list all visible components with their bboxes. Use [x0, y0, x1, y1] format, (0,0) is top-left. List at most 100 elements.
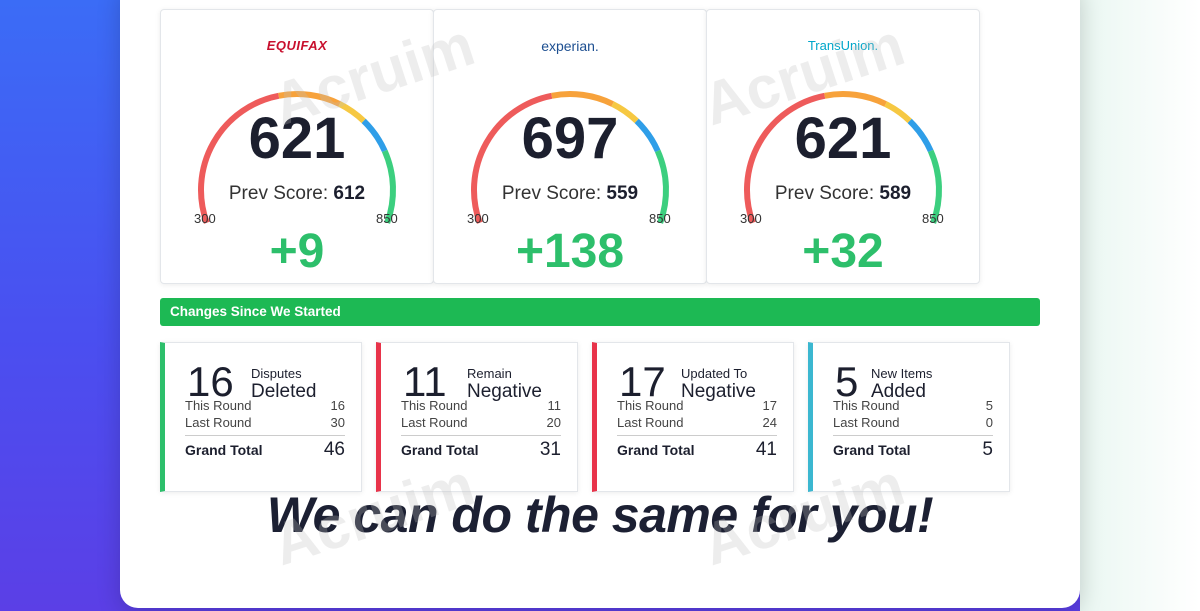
- range-min: 300: [467, 211, 489, 226]
- stat-card-remain-negative: 11 Remain Negative This Round 11 Last Ro…: [376, 342, 578, 492]
- divider: [617, 435, 777, 436]
- range-max: 850: [376, 211, 398, 226]
- this-round-row: This Round 11: [401, 398, 561, 413]
- prev-score-label: Prev Score:: [228, 183, 329, 204]
- gauge-segment: [907, 118, 934, 153]
- range-max: 850: [922, 211, 944, 226]
- this-round-row: This Round 16: [185, 398, 345, 413]
- stat-title-top: Updated To: [681, 366, 748, 381]
- this-round-value: 11: [547, 398, 562, 413]
- transunion-logo: TransUnion.: [807, 38, 879, 53]
- grand-total-row: Grand Total 46: [185, 439, 345, 461]
- gauge-segment: [198, 92, 280, 224]
- tagline: We can do the same for you!: [266, 487, 934, 543]
- transunion-prev-score-line: Prev Score: 589: [707, 183, 979, 205]
- stat-title-main: Negative: [681, 381, 756, 402]
- range-max: 850: [649, 211, 671, 226]
- range-min: 300: [194, 211, 216, 226]
- this-round-row: This Round 5: [833, 398, 993, 413]
- background-right: [1080, 0, 1200, 611]
- experian-prev-score-line: Prev Score: 559: [434, 183, 706, 205]
- grand-total-label: Grand Total: [833, 442, 911, 458]
- experian-score-card: experian. 697 Prev Score: 559 300 850 +1…: [433, 9, 707, 284]
- prev-score-value: 612: [333, 183, 366, 204]
- stat-card-deleted: 16 Disputes Deleted This Round 16 Last R…: [160, 342, 362, 492]
- last-round-row: Last Round 24: [617, 415, 777, 430]
- stat-number: 16: [187, 358, 234, 405]
- gauge-segment: [744, 92, 826, 224]
- gauge-segment: [654, 149, 669, 224]
- equifax-score: 621: [248, 106, 346, 171]
- gauge-segment: [927, 149, 942, 224]
- gauge-segment: [551, 91, 615, 107]
- last-round-value: 30: [330, 415, 345, 430]
- gauge-segment: [278, 91, 342, 107]
- grand-total-row: Grand Total 31: [401, 439, 561, 461]
- transunion-score-change: +32: [802, 225, 884, 278]
- grand-total-label: Grand Total: [617, 442, 695, 458]
- last-round-label: Last Round: [401, 415, 468, 430]
- grand-total-value: 41: [755, 439, 777, 460]
- stat-card-new-items: 5 New Items Added This Round 5 Last Roun…: [808, 342, 1010, 492]
- last-round-label: Last Round: [617, 415, 684, 430]
- last-round-value: 0: [985, 415, 993, 430]
- experian-logo: experian.: [541, 38, 599, 54]
- last-round-value: 20: [546, 415, 561, 430]
- equifax-score-change: +9: [269, 225, 325, 278]
- prev-score-label: Prev Score:: [501, 183, 602, 204]
- grand-total-row: Grand Total 41: [617, 439, 777, 461]
- this-round-value: 5: [985, 398, 993, 413]
- stat-card-updated-negative: 17 Updated To Negative This Round 17 Las…: [592, 342, 794, 492]
- grand-total-value: 5: [982, 439, 993, 460]
- last-round-label: Last Round: [833, 415, 900, 430]
- changes-since-started-bar: Changes Since We Started: [160, 298, 1040, 326]
- last-round-row: Last Round 0: [833, 415, 993, 430]
- stat-title-main: Added: [871, 381, 926, 402]
- divider: [185, 435, 345, 436]
- stat-number: 5: [835, 358, 859, 405]
- stat-number: 11: [403, 358, 447, 405]
- grand-total-label: Grand Total: [401, 442, 479, 458]
- gauge-segment: [361, 118, 388, 153]
- equifax-score-card: EQUIFAX 621 Prev Score: 612 300 850 +9: [160, 9, 434, 284]
- this-round-label: This Round: [833, 398, 900, 413]
- gauge-segment: [381, 149, 396, 224]
- this-round-row: This Round 17: [617, 398, 777, 413]
- equifax-gauge: [198, 91, 396, 224]
- score-report-panel: EQUIFAX 621 Prev Score: 612 300 850 +9 e…: [120, 0, 1080, 608]
- gauge-segment: [634, 118, 661, 153]
- grand-total-value: 31: [539, 439, 561, 460]
- last-round-row: Last Round 20: [401, 415, 561, 430]
- grand-total-row: Grand Total 5: [833, 439, 993, 461]
- experian-score-change: +138: [515, 225, 625, 278]
- last-round-label: Last Round: [185, 415, 252, 430]
- this-round-value: 17: [762, 398, 777, 413]
- this-round-label: This Round: [401, 398, 468, 413]
- equifax-prev-score-line: Prev Score: 612: [161, 183, 433, 205]
- gauge-segment: [611, 101, 639, 124]
- last-round-row: Last Round 30: [185, 415, 345, 430]
- stat-title-top: Remain: [467, 366, 512, 381]
- stat-number: 17: [619, 358, 666, 405]
- last-round-value: 24: [762, 415, 777, 430]
- this-round-label: This Round: [185, 398, 252, 413]
- stat-title-top: Disputes: [251, 366, 302, 381]
- gauge-segment: [338, 101, 366, 124]
- gauge-segment: [884, 101, 912, 124]
- equifax-logo: EQUIFAX: [266, 38, 328, 53]
- divider: [401, 435, 561, 436]
- stat-title-main: Negative: [467, 381, 542, 402]
- gauge-segment: [824, 91, 888, 107]
- stat-title-top: New Items: [871, 366, 933, 381]
- grand-total-value: 46: [323, 439, 345, 460]
- this-round-value: 16: [330, 398, 345, 413]
- prev-score-label: Prev Score:: [774, 183, 875, 204]
- prev-score-value: 589: [879, 183, 912, 204]
- prev-score-value: 559: [606, 183, 639, 204]
- gauge-segment: [471, 92, 553, 224]
- transunion-score: 621: [794, 106, 892, 171]
- range-min: 300: [740, 211, 762, 226]
- this-round-label: This Round: [617, 398, 684, 413]
- transunion-score-card: TransUnion. 621 Prev Score: 589 300 850 …: [706, 9, 980, 284]
- grand-total-label: Grand Total: [185, 442, 263, 458]
